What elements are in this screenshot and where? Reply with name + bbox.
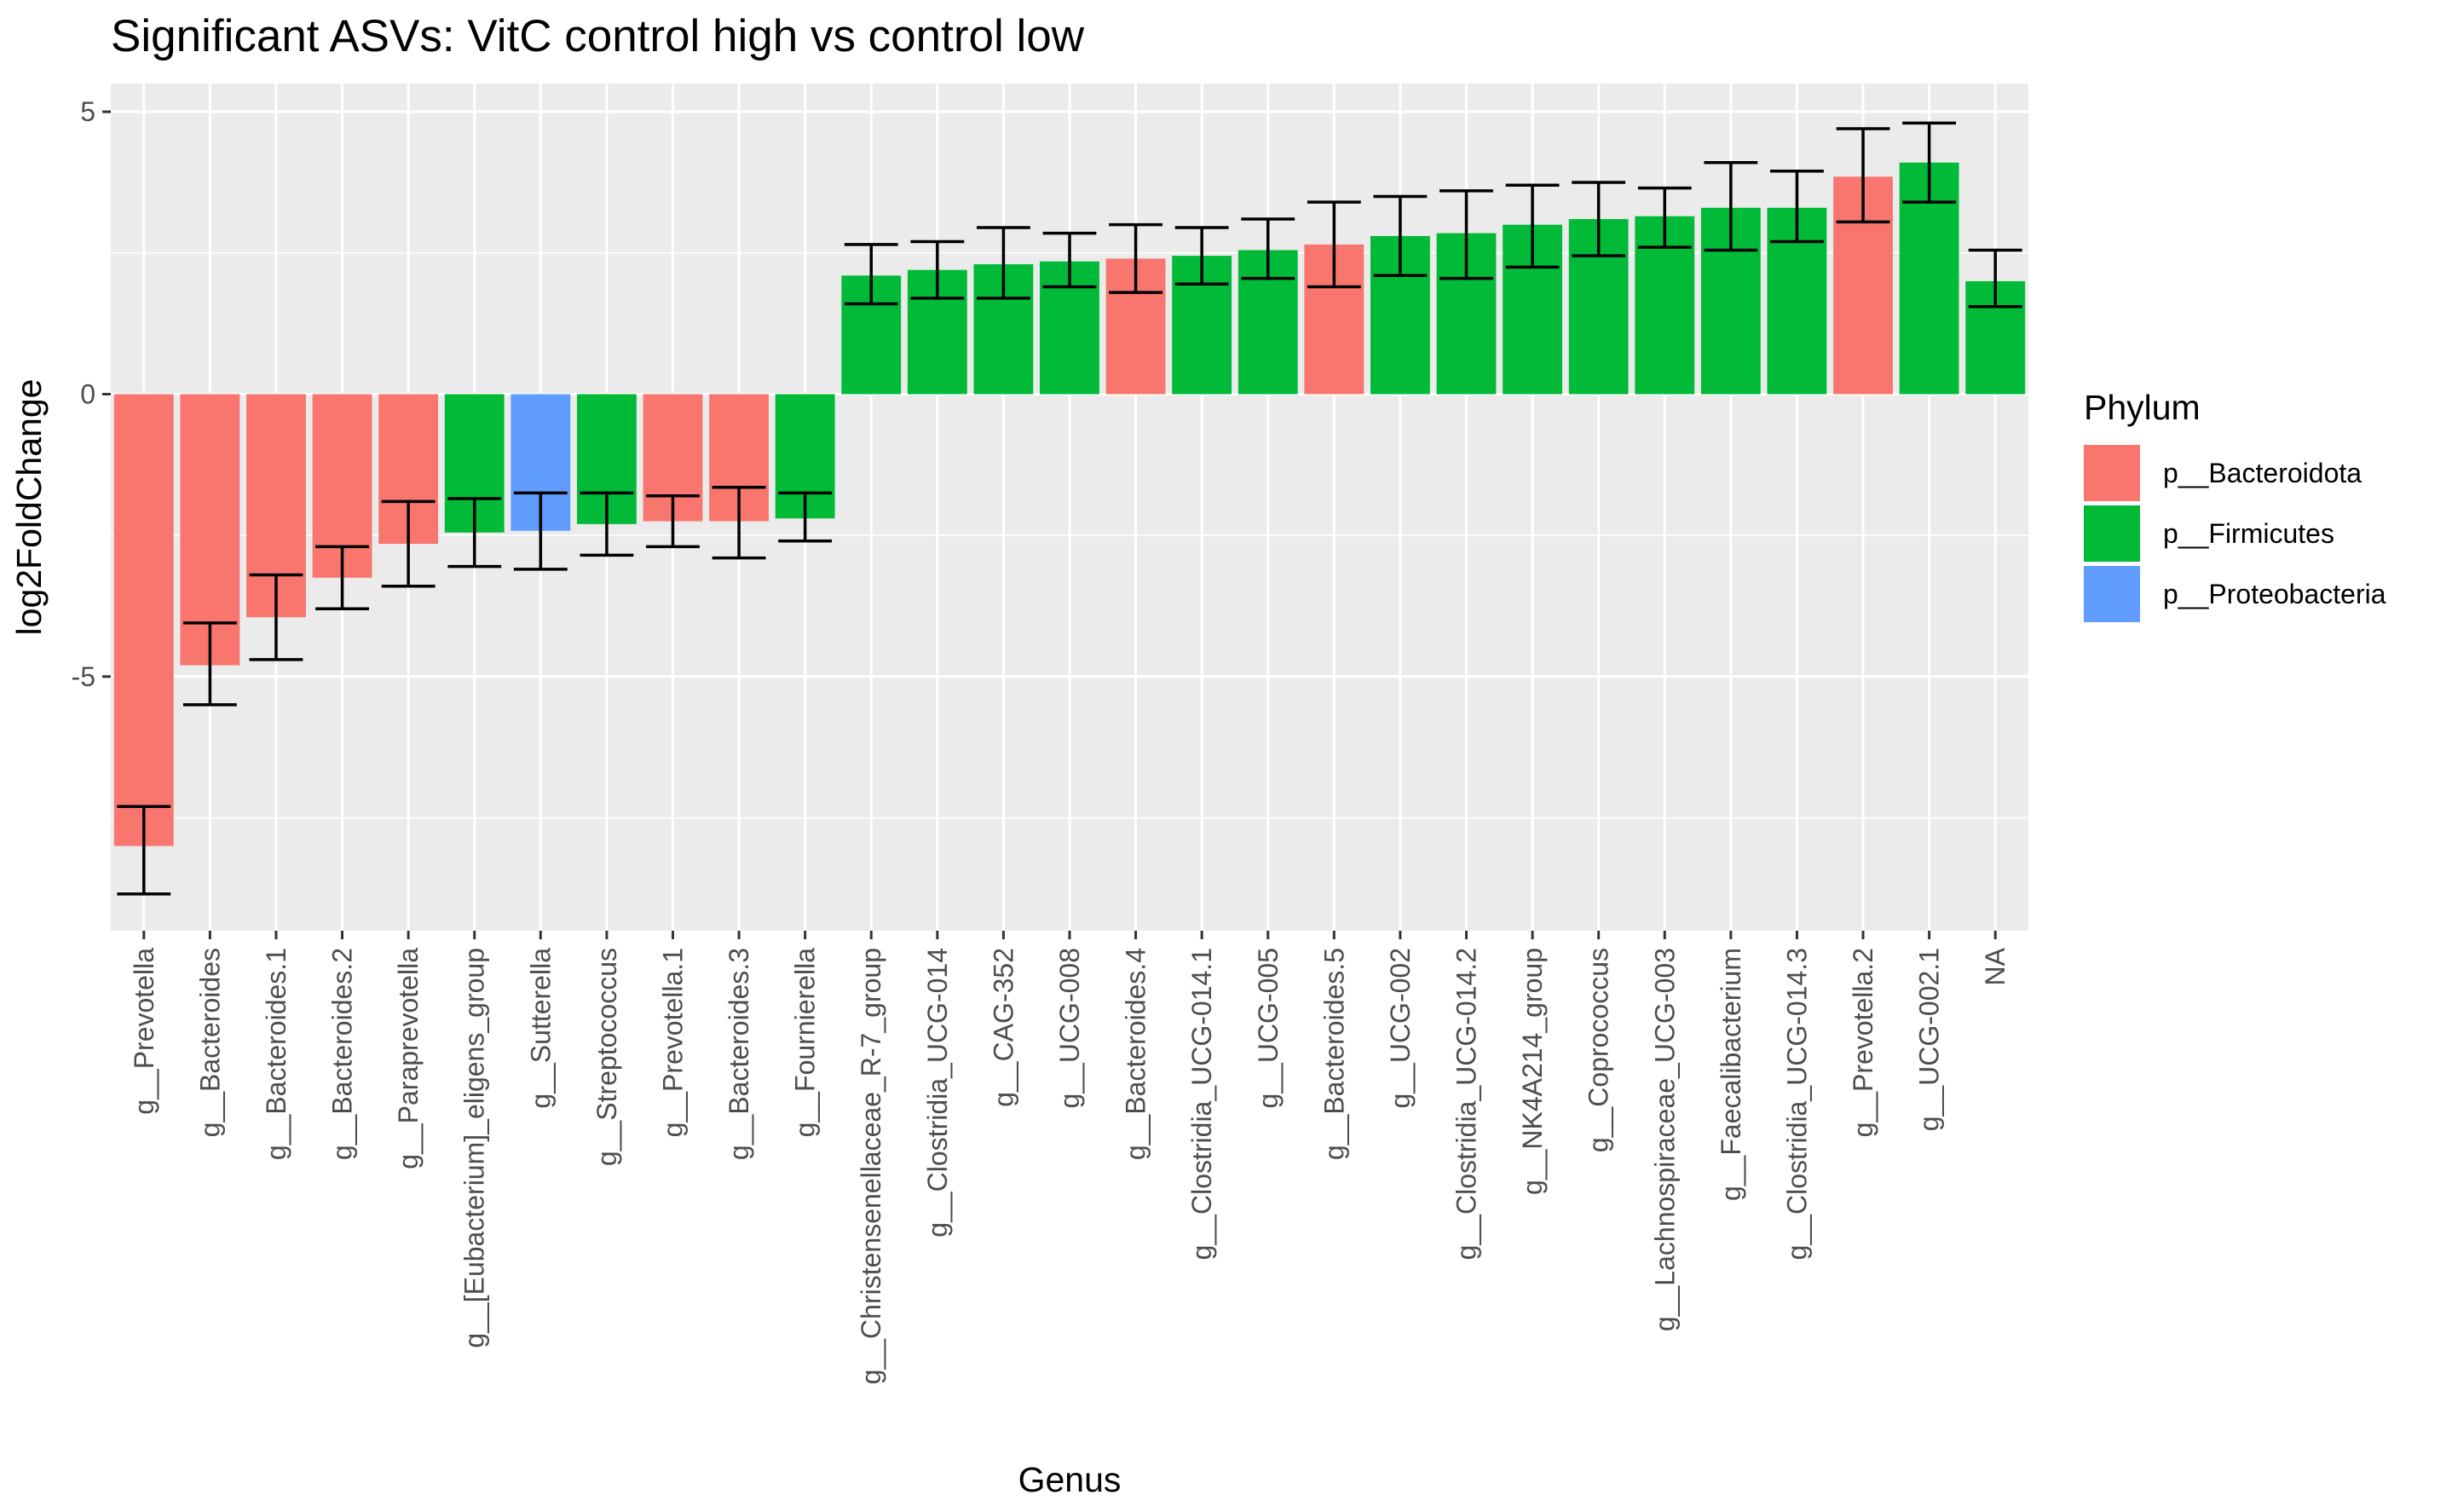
x-tick-label: g__Streptococcus <box>591 948 622 1166</box>
x-tick-label: g__Paraprevotella <box>393 948 424 1169</box>
error-bar-23 <box>1637 186 1692 249</box>
legend-key-1 <box>2084 505 2140 562</box>
error-bar-4 <box>381 499 436 588</box>
x-tick-label: g__Prevotella.2 <box>1848 948 1878 1137</box>
x-tick-label: g__Fournierella <box>790 948 821 1138</box>
x-tick-label: g__[Eubacterium]_eligens_group <box>459 948 490 1348</box>
error-bar-10 <box>778 491 833 543</box>
error-bar-12 <box>910 239 965 300</box>
x-tick-label: g__Bacteroides.1 <box>261 948 291 1160</box>
y-axis-title: log2FoldChange <box>9 379 49 636</box>
x-tick-label: g__Clostridia_UCG-014.1 <box>1186 948 1217 1260</box>
legend-key-2 <box>2084 566 2140 622</box>
x-tick-label: g__UCG-005 <box>1253 948 1284 1109</box>
x-tick-label: g__Bacteroides <box>194 948 225 1137</box>
x-tick-label: g__Faecalibacterium <box>1716 948 1746 1201</box>
error-bar-26 <box>1836 127 1890 224</box>
bar-1 <box>180 394 240 666</box>
x-axis-ticks: g__Prevotella g__Bacteroides g__Bacteroide… <box>129 931 2010 1384</box>
error-bar-14 <box>1042 231 1097 289</box>
error-bar-8 <box>646 493 700 549</box>
x-tick-label: g__Clostridia_UCG-014.3 <box>1781 948 1812 1260</box>
error-bar-2 <box>249 573 303 661</box>
legend-label-2: p__Proteobacteria <box>2163 579 2386 609</box>
x-axis-title: Genus <box>1018 1460 1122 1499</box>
x-tick-label: g__CAG-352 <box>988 948 1018 1107</box>
bar-0 <box>113 394 174 846</box>
x-tick-label: g__UCG-008 <box>1054 948 1085 1109</box>
error-bar-28 <box>1968 248 2022 309</box>
x-tick-label: g__Bacteroides.4 <box>1121 948 1151 1160</box>
x-tick-label: g__Clostridia_UCG-014.2 <box>1451 948 1482 1260</box>
x-tick-label: g__Prevotella <box>129 948 159 1115</box>
error-bar-9 <box>712 486 766 560</box>
x-tick-label: g__Prevotella.1 <box>657 948 688 1137</box>
error-bar-20 <box>1439 189 1493 280</box>
x-tick-label: g__UCG-002 <box>1385 948 1416 1109</box>
error-bar-19 <box>1373 194 1428 278</box>
error-bar-7 <box>580 491 634 557</box>
error-bar-6 <box>513 491 568 571</box>
error-bar-24 <box>1704 161 1758 252</box>
error-bar-25 <box>1770 169 1824 244</box>
x-tick-label: g__Lachnospiraceae_UCG-003 <box>1649 948 1680 1331</box>
y-tick-label: 0 <box>80 378 95 409</box>
legend-title: Phylum <box>2084 388 2201 427</box>
error-bar-0 <box>117 805 171 896</box>
chart-title: Significant ASVs: VitC control high vs c… <box>111 11 1085 61</box>
legend-entries: p__Bacteroidota p__Firmicutes p__Proteobac… <box>2084 445 2386 622</box>
x-tick-label: g__Clostridia_UCG-014 <box>922 948 953 1238</box>
x-tick-label: g__Bacteroides.3 <box>724 948 754 1160</box>
x-tick-label: g__NK4A214_group <box>1517 948 1548 1195</box>
x-tick-label: g__Bacteroides.5 <box>1318 948 1349 1160</box>
x-tick-label: g__Coprococcus <box>1584 948 1614 1152</box>
x-tick-label: g__Sutterella <box>525 948 556 1109</box>
error-bars-group <box>117 121 2022 896</box>
error-bar-18 <box>1307 200 1361 289</box>
error-bar-16 <box>1174 226 1229 286</box>
error-bar-5 <box>447 497 502 568</box>
legend-label-0: p__Bacteroidota <box>2163 458 2362 488</box>
legend-label-1: p__Firmicutes <box>2163 518 2334 549</box>
error-bar-11 <box>844 243 898 306</box>
x-tick-label: g__UCG-002.1 <box>1914 948 1945 1131</box>
y-axis-ticks: -5 0 5 <box>72 96 111 692</box>
error-bar-21 <box>1505 183 1560 269</box>
y-tick-label: -5 <box>72 661 95 692</box>
y-tick-label: 5 <box>80 96 95 127</box>
x-tick-label: g__Christensenellaceae_R-7_group <box>856 948 886 1384</box>
x-tick-label: g__Bacteroides.2 <box>327 948 358 1160</box>
legend: Phylum p__Bacteroidota p__Firmicutes p__Pr… <box>2084 388 2386 622</box>
error-bar-3 <box>315 545 369 611</box>
x-tick-label: NA <box>1980 947 2010 985</box>
error-bar-17 <box>1241 217 1295 280</box>
error-bar-1 <box>182 621 237 707</box>
error-bar-22 <box>1572 181 1626 257</box>
error-bar-13 <box>976 226 1030 300</box>
error-bar-27 <box>1902 121 1957 204</box>
error-bar-15 <box>1109 222 1163 294</box>
legend-key-0 <box>2084 445 2140 501</box>
